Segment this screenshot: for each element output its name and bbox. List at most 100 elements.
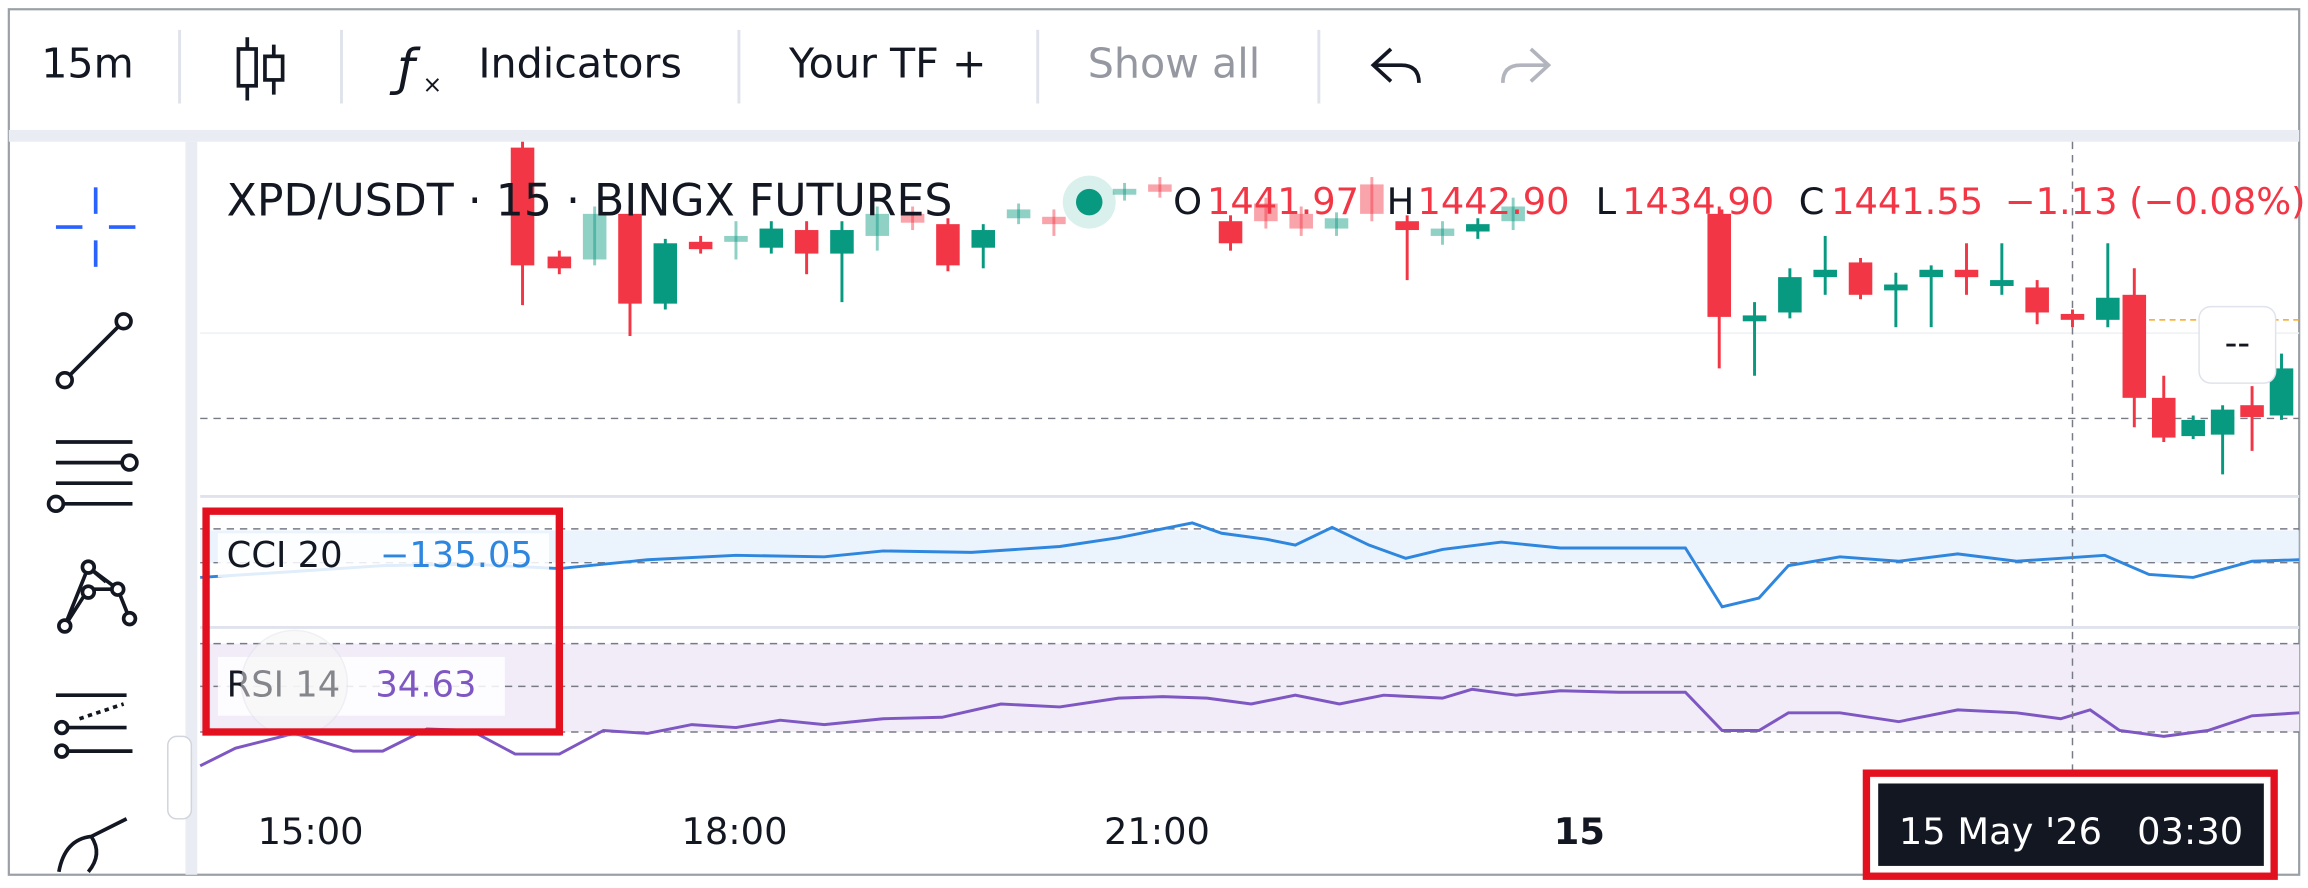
candle-body (688, 241, 713, 250)
time-label: 15 (1554, 810, 1605, 853)
frame (7, 8, 2301, 876)
candle-body (724, 235, 748, 242)
price-label: -- (2225, 323, 2250, 364)
time-label: 18:00 (681, 810, 787, 853)
fx-icon-sub: × (422, 70, 442, 98)
separator (8, 129, 2300, 142)
chart-area: -- (199, 141, 2300, 774)
candle-body (1112, 188, 1137, 195)
candle-body (1360, 184, 1384, 214)
chart-type-button[interactable] (236, 37, 285, 101)
candle-body (1954, 269, 1979, 278)
forecast-tool[interactable] (54, 693, 133, 759)
time-label: 21:00 (1104, 810, 1210, 853)
undo-button[interactable] (1370, 47, 1421, 83)
drawing-toolbar (46, 187, 139, 873)
time-axis: 15:00 18:00 21:00 15 15 May '26 03:30 (258, 769, 2278, 880)
rsi-line (199, 687, 2300, 768)
candles (510, 141, 2294, 475)
time-label: 15:00 (258, 810, 364, 853)
open-label: O (1173, 180, 1202, 223)
close-value: 1441.55 (1831, 180, 1983, 223)
cci-line (200, 521, 2300, 609)
candle-body (547, 256, 572, 269)
line-tool[interactable] (55, 312, 133, 390)
logo-watermark (240, 629, 349, 738)
candle-body (510, 147, 535, 266)
cci-value: −135.05 (380, 535, 533, 576)
candle-body (865, 213, 890, 236)
candle-body (1707, 213, 1731, 317)
candle-body (936, 224, 960, 266)
candle-body (2096, 297, 2120, 320)
candle-body (1848, 262, 1873, 295)
candle-body (582, 213, 607, 260)
cci-name: CCI 20 (227, 535, 343, 576)
legend: XPD/USDT · 15 · BINGX FUTURES O 1441.97 … (217, 176, 2306, 738)
highlight-box (1862, 769, 2278, 880)
candle-body (971, 230, 996, 248)
candle-body (1884, 284, 1908, 291)
candle-body (759, 228, 784, 248)
candle-body (653, 243, 678, 304)
separator (185, 141, 198, 875)
candle-body (794, 230, 819, 254)
candle-body (2181, 419, 2205, 437)
price-label-box (2198, 305, 2277, 384)
candle-body (1501, 206, 1525, 222)
candle-body (618, 213, 642, 304)
low-label: L (1596, 180, 1617, 223)
highlight-box (202, 507, 564, 736)
crosshair-time-box (1878, 783, 2264, 866)
candle-body (1148, 184, 1172, 192)
candle-body (830, 230, 854, 254)
candle-body (1990, 280, 2014, 286)
candle-body (1254, 203, 1278, 222)
candle-body (1324, 218, 1349, 229)
candle-body (2025, 287, 2049, 313)
rsi-band (200, 643, 2300, 732)
collapse-handle[interactable] (167, 735, 193, 820)
candle-body (1742, 315, 1767, 322)
candle-body (1042, 216, 1066, 225)
candle-body (2210, 409, 2235, 435)
candle-body (1006, 209, 1031, 219)
candle-body (2269, 368, 2294, 416)
rsi-value: 34.63 (375, 664, 476, 705)
candle-body (1466, 224, 1490, 232)
candle-body (1919, 269, 1943, 278)
brush-tool[interactable] (57, 817, 128, 873)
show-all-button[interactable]: Show all (1088, 40, 1260, 88)
market-status (1075, 188, 1103, 216)
candle-body (2122, 294, 2147, 398)
candle-body (1778, 277, 1802, 313)
fib-tool[interactable] (46, 440, 139, 514)
open-value: 1441.97 (1207, 180, 1359, 223)
high-value: 1442.90 (1417, 180, 1569, 223)
candle-body (2151, 397, 2176, 438)
candle-body (1289, 213, 1313, 229)
candle-body (2240, 405, 2264, 417)
crosshair-tool[interactable] (55, 187, 136, 267)
toolbar: 15m ƒ × Indicators Your TF + Show all (41, 29, 1552, 104)
your-tf-button[interactable]: Your TF + (788, 40, 987, 88)
low-value: 1434.90 (1622, 180, 1774, 223)
candle-body (900, 213, 925, 223)
symbol-title[interactable]: XPD/USDT · 15 · BINGX FUTURES (227, 176, 953, 227)
high-label: H (1387, 180, 1415, 223)
candle-body (1813, 269, 1837, 278)
redo-button[interactable] (1501, 47, 1552, 83)
crosshair-time: 15 May '26 03:30 (1899, 810, 2243, 853)
close-label: C (1799, 180, 1825, 223)
pattern-tool[interactable] (57, 559, 138, 634)
interval-button[interactable]: 15m (41, 40, 134, 88)
change-value: −1.13 (−0.08%) (2005, 180, 2306, 223)
indicators-button[interactable]: Indicators (478, 40, 682, 88)
candle-body (1395, 221, 1419, 231)
candle-body (1218, 221, 1243, 244)
candle-body (1430, 228, 1455, 236)
candle-body (2060, 313, 2085, 320)
